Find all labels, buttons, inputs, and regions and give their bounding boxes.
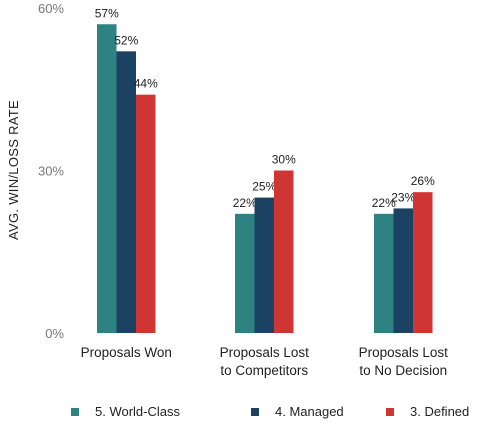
bar-value-label: 22% [372, 196, 396, 210]
bar [374, 213, 394, 333]
bar [97, 24, 117, 333]
legend-label: 4. Managed [275, 404, 344, 419]
x-category-label: to No Decision [359, 363, 447, 378]
bar-value-label: 23% [391, 190, 415, 204]
bar-value-label: 26% [411, 174, 435, 188]
bar [393, 208, 413, 333]
bar-value-label: 44% [134, 77, 158, 91]
bar [254, 197, 274, 333]
legend-swatch [71, 408, 79, 416]
bar-value-label: 57% [95, 6, 119, 20]
y-tick-label: 30% [38, 164, 64, 179]
y-axis-title: AVG. WIN/LOSS RATE [6, 100, 21, 240]
bar [116, 51, 136, 333]
legend-label: 3. Defined [410, 404, 469, 419]
y-tick-label: 0% [45, 326, 64, 341]
legend-swatch [386, 408, 394, 416]
bar-value-label: 52% [114, 33, 138, 47]
bar [274, 170, 294, 333]
x-category-label: to Competitors [220, 363, 308, 378]
x-category-label: Proposals Lost [220, 345, 310, 360]
bar-value-label: 22% [233, 196, 257, 210]
x-category-label: Proposals Won [81, 345, 172, 360]
y-tick-label: 60% [38, 1, 64, 16]
legend-label: 5. World-Class [95, 404, 181, 419]
bar-value-label: 25% [252, 180, 276, 194]
bar-value-label: 30% [272, 153, 296, 167]
bar [235, 213, 255, 333]
legend-swatch [251, 408, 259, 416]
bar [136, 94, 156, 334]
bar [413, 192, 433, 333]
x-category-label: Proposals Lost [359, 345, 449, 360]
